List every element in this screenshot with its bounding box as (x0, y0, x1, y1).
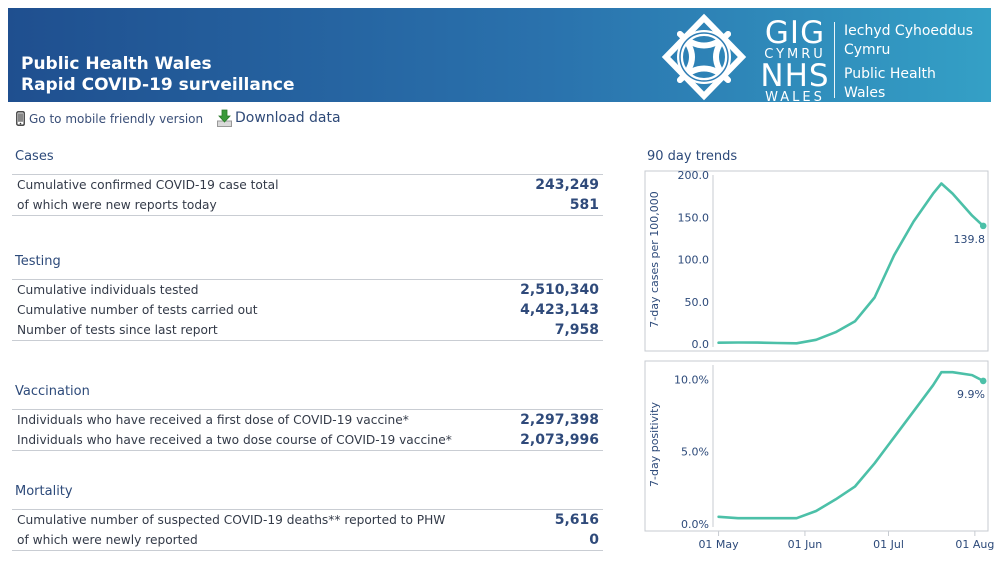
download-link-label: Download data (235, 110, 341, 126)
testing-heading: Testing (15, 254, 61, 269)
stat-value: 581 (569, 197, 599, 213)
x-tick-label: 01 Jul (873, 538, 904, 551)
x-tick-label: 01 May (698, 538, 739, 551)
mobile-version-link[interactable]: Go to mobile friendly version (16, 111, 203, 126)
y-tick-label: 50.0 (685, 296, 710, 309)
header-title: Public Health Wales (21, 54, 212, 74)
stat-label: Cumulative confirmed COVID-19 case total (17, 178, 279, 192)
stat-value: 5,616 (554, 512, 599, 528)
stat-label: Cumulative individuals tested (17, 283, 199, 297)
welsh-name-line2: Cymru (844, 42, 891, 58)
celtic-knot-logo-icon (661, 13, 747, 101)
y-axis-label: 7-day positivity (648, 402, 661, 487)
chart-frame (644, 170, 989, 352)
english-name-line2: Wales (844, 85, 886, 101)
wales-text: WALES (765, 90, 825, 105)
stat-value: 2,510,340 (520, 282, 599, 298)
stat-row: Cumulative number of suspected COVID-19 … (12, 510, 603, 530)
vaccination-table: Individuals who have received a first do… (12, 409, 603, 451)
stat-label: Number of tests since last report (17, 323, 218, 337)
last-value-label: 139.8 (954, 233, 986, 246)
x-tick-label: 01 Aug (955, 538, 994, 551)
y-axis-label: 7-day cases per 100,000 (648, 191, 661, 327)
site-header: Public Health Wales Rapid COVID-19 surve… (8, 8, 991, 105)
stat-label: of which were newly reported (17, 533, 198, 547)
stat-row: Individuals who have received a first do… (12, 410, 603, 430)
english-org-name: Public Health Wales (844, 65, 936, 103)
stat-value: 4,423,143 (520, 302, 599, 318)
series-endpoint (979, 222, 987, 230)
last-value-label: 9.9% (957, 388, 985, 401)
y-tick-label: 10.0% (674, 373, 709, 386)
stat-row: of which were newly reported 0 (12, 530, 603, 550)
y-tick-label: 5.0% (681, 446, 709, 459)
stat-value: 0 (589, 532, 599, 548)
y-tick-label: 100.0 (678, 254, 710, 267)
mortality-table: Cumulative number of suspected COVID-19 … (12, 509, 603, 551)
trends-charts: 0.0 50.0 100.0 150.0 200.0 7-day cases per 10… (640, 168, 994, 561)
stat-row: Individuals who have received a two dose… (12, 430, 603, 450)
stat-value: 243,249 (535, 177, 599, 193)
cases-table: Cumulative confirmed COVID-19 case total… (12, 174, 603, 216)
welsh-name-line1: Iechyd Cyhoeddus (844, 23, 973, 39)
download-arrow-icon (217, 109, 232, 127)
y-tick-label: 0.0% (681, 518, 709, 531)
y-tick-label: 200.0 (678, 169, 710, 182)
stat-row: of which were new reports today 581 (12, 195, 603, 215)
download-data-link[interactable]: Download data (217, 109, 341, 127)
stat-label: of which were new reports today (17, 198, 217, 212)
cases-heading: Cases (15, 149, 54, 164)
stat-label: Individuals who have received a two dose… (17, 433, 452, 447)
stat-row: Number of tests since last report 7,958 (12, 320, 603, 340)
mobile-link-label: Go to mobile friendly version (29, 111, 204, 126)
x-tick-label: 01 Jun (788, 538, 823, 551)
logo-divider (834, 22, 835, 98)
y-tick-label: 150.0 (678, 211, 710, 224)
series-endpoint (979, 377, 987, 385)
gig-text: GIG (764, 15, 826, 51)
stat-value: 2,073,996 (520, 432, 599, 448)
mortality-heading: Mortality (15, 484, 73, 499)
trends-svg: 0.0 50.0 100.0 150.0 200.0 7-day cases per 10… (644, 169, 994, 551)
stat-value: 2,297,398 (520, 412, 599, 428)
english-name-line1: Public Health (844, 66, 936, 82)
header-subtitle: Rapid COVID-19 surveillance (21, 75, 295, 95)
stat-row: Cumulative number of tests carried out 4… (12, 300, 603, 320)
mobile-phone-icon (16, 111, 25, 126)
testing-table: Cumulative individuals tested 2,510,340 … (12, 279, 603, 341)
series-line (717, 182, 985, 345)
stat-label: Cumulative number of tests carried out (17, 303, 258, 317)
stat-value: 7,958 (554, 322, 599, 338)
nhs-text: NHS (760, 58, 830, 94)
y-tick-label: 0.0 (692, 338, 710, 351)
welsh-org-name: Iechyd Cyhoeddus Cymru (844, 22, 973, 60)
stat-row: Cumulative individuals tested 2,510,340 (12, 280, 603, 300)
stat-label: Individuals who have received a first do… (17, 413, 409, 427)
stat-label: Cumulative number of suspected COVID-19 … (17, 513, 446, 527)
trends-heading: 90 day trends (647, 149, 738, 164)
cymru-text: CYMRU (764, 47, 826, 62)
series-line (717, 370, 985, 520)
nhs-wales-wordmark: GIG CYMRU NHS WALES (756, 15, 834, 105)
vaccination-heading: Vaccination (15, 384, 90, 399)
stat-row: Cumulative confirmed COVID-19 case total… (12, 175, 603, 195)
